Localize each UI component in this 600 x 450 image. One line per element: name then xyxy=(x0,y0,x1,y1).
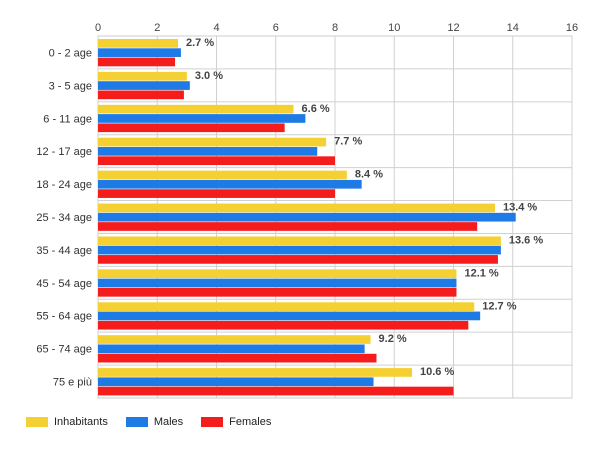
y-tick-label: 12 - 17 age xyxy=(36,146,92,158)
bar-males xyxy=(98,311,481,321)
y-tick-label: 35 - 44 age xyxy=(36,245,92,257)
bar-females xyxy=(98,156,335,166)
bar-inhabitants xyxy=(98,39,178,48)
x-tick-label: 16 xyxy=(566,22,578,34)
legend-item-inhabitants: Inhabitants xyxy=(26,416,108,428)
bar-males xyxy=(98,278,457,288)
bar-females xyxy=(98,255,498,264)
bar-males xyxy=(98,245,501,255)
legend-label-females: Females xyxy=(229,416,272,428)
legend-swatch-inhabitants xyxy=(26,417,48,427)
y-tick-label: 65 - 74 age xyxy=(36,344,92,356)
data-label: 12.7 % xyxy=(482,300,516,312)
bar-inhabitants xyxy=(98,269,457,279)
bar-females xyxy=(98,386,454,396)
legend-swatch-males xyxy=(125,417,148,427)
x-tick-label: 12 xyxy=(447,22,459,34)
bar-inhabitants xyxy=(98,170,347,180)
bar-females xyxy=(98,57,176,67)
legend-label-inhabitants: Inhabitants xyxy=(54,416,108,428)
x-tick-label: 2 xyxy=(154,22,160,34)
bar-females xyxy=(98,320,469,330)
y-tick-label: 3 - 5 age xyxy=(49,80,92,92)
y-tick-label: 6 - 11 age xyxy=(43,113,92,125)
legend-label-males: Males xyxy=(153,416,184,428)
data-label: 9.2 % xyxy=(379,333,407,345)
data-label: 2.7 % xyxy=(186,37,214,49)
bar-females xyxy=(98,123,285,133)
data-label: 8.4 % xyxy=(355,169,383,181)
y-tick-label: 25 - 34 age xyxy=(36,212,92,224)
bar-females xyxy=(98,287,457,297)
chart-legend: Inhabitants Males Females xyxy=(26,416,271,428)
bar-inhabitants xyxy=(98,203,495,213)
bar-inhabitants xyxy=(98,137,327,147)
bar-inhabitants xyxy=(98,368,413,377)
legend-item-males: Males xyxy=(125,416,184,428)
x-tick-label: 10 xyxy=(388,22,400,34)
x-tick-label: 4 xyxy=(213,22,219,34)
data-label: 7.7 % xyxy=(334,136,362,148)
x-tick-label: 14 xyxy=(507,22,519,34)
bar-males xyxy=(98,114,306,123)
x-tick-label: 8 xyxy=(332,22,338,34)
data-label: 3.0 % xyxy=(195,70,223,82)
bar-males xyxy=(98,212,516,222)
bar-males xyxy=(98,81,190,90)
bar-males xyxy=(98,48,181,57)
y-tick-label: 75 e più xyxy=(53,377,92,389)
y-tick-label: 18 - 24 age xyxy=(36,179,92,191)
bar-males xyxy=(98,377,374,387)
bar-males xyxy=(98,344,365,354)
y-tick-label: 55 - 64 age xyxy=(36,311,92,323)
bar-females xyxy=(98,222,478,231)
bar-inhabitants xyxy=(98,236,501,246)
legend-swatch-females xyxy=(201,417,224,427)
bar-females xyxy=(98,353,377,363)
bar-inhabitants xyxy=(98,104,294,114)
bar-males xyxy=(98,179,362,189)
data-label: 13.6 % xyxy=(509,234,543,246)
legend-item-females: Females xyxy=(201,416,271,428)
data-label: 6.6 % xyxy=(302,103,330,115)
y-tick-label: 45 - 54 age xyxy=(36,278,92,290)
data-label: 12.1 % xyxy=(464,267,498,279)
bar-females xyxy=(98,189,335,198)
data-label: 13.4 % xyxy=(503,202,537,214)
bar-inhabitants xyxy=(98,302,475,311)
bar-inhabitants xyxy=(98,335,371,344)
x-tick-label: 0 xyxy=(95,22,101,34)
x-tick-label: 6 xyxy=(273,22,279,34)
bar-females xyxy=(98,90,184,100)
data-label: 10.6 % xyxy=(420,366,454,378)
bar-males xyxy=(98,147,318,156)
y-tick-label: 0 - 2 age xyxy=(49,47,92,59)
bar-inhabitants xyxy=(98,71,187,81)
